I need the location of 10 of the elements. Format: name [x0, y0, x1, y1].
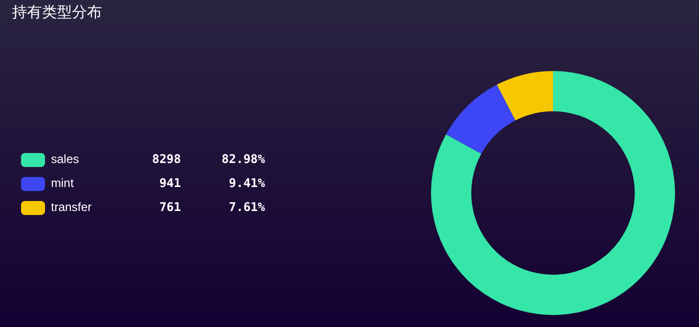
- legend-label: transfer: [51, 200, 92, 214]
- chart-title: 持有类型分布: [12, 3, 102, 22]
- text: 941: [159, 176, 181, 190]
- data-label: 82.98%: [222, 152, 265, 166]
- text: 8298: [152, 152, 181, 166]
- legend-label: mint: [51, 176, 74, 190]
- data-label: 9.41%: [228, 176, 265, 190]
- legend-label: sales: [51, 152, 80, 166]
- data-label: 7.61%: [228, 200, 265, 214]
- text: 761: [159, 200, 181, 214]
